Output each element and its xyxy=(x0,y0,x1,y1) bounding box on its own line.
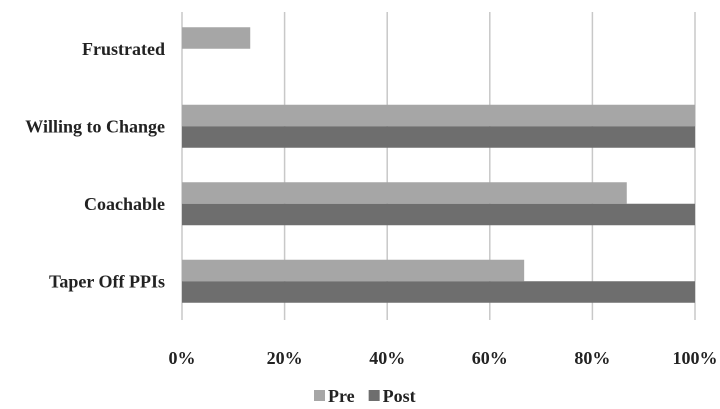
bar-post xyxy=(182,281,695,303)
category-label: Frustrated xyxy=(82,39,165,59)
x-tick-label: 40% xyxy=(369,348,405,368)
legend-label: Post xyxy=(383,386,416,406)
x-tick-label: 20% xyxy=(267,348,303,368)
bar-post xyxy=(182,203,695,226)
x-tick-label: 0% xyxy=(169,348,196,368)
legend-label: Pre xyxy=(328,386,355,406)
bar-pre xyxy=(182,27,251,49)
bar-pre xyxy=(182,259,525,282)
x-tick-label: 80% xyxy=(574,348,610,368)
x-tick-label: 100% xyxy=(673,348,718,368)
category-label: Taper Off PPIs xyxy=(49,271,165,291)
bar-pre xyxy=(182,104,695,127)
legend-swatch xyxy=(368,390,380,401)
category-label: Coachable xyxy=(84,194,165,214)
category-labels: Frustrated Willing to Change Coachable Tape… xyxy=(25,39,165,292)
x-tick-labels: 0% 20% 40% 60% 80% 100% xyxy=(169,348,718,368)
category-label: Willing to Change xyxy=(25,116,165,136)
legend-swatch xyxy=(314,390,325,401)
bar-pre xyxy=(182,182,627,204)
bar-post xyxy=(182,126,695,148)
bars xyxy=(182,27,695,303)
x-tick-label: 60% xyxy=(472,348,508,368)
legend: Pre Post xyxy=(314,386,416,406)
